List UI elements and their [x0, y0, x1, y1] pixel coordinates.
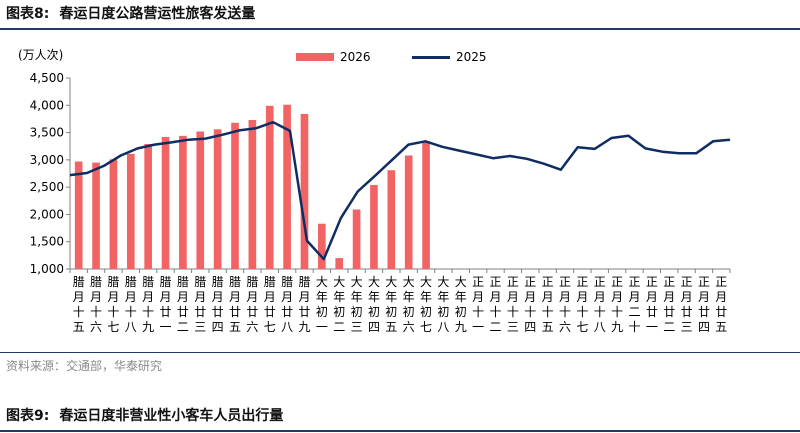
x-tick-label: 正月廿一: [646, 275, 658, 334]
x-tick-label: 正月十七: [576, 275, 588, 334]
legend-swatch-bar: [296, 53, 334, 61]
bar-2026: [248, 120, 257, 270]
x-tick-label: 腊月廿五: [229, 275, 241, 334]
x-tick-label: 正月十五: [542, 275, 554, 334]
x-tick-label: 大年初七: [420, 275, 432, 334]
bar-2026: [179, 135, 187, 269]
bar-2026: [92, 162, 100, 269]
bar-2026: [404, 155, 413, 269]
bar-2026: [370, 184, 378, 269]
x-tick-label: 腊月廿二: [177, 275, 189, 334]
x-tick-label: 正月廿二: [663, 275, 675, 334]
bar-2026: [161, 136, 170, 269]
x-tick-label: 腊月廿九: [298, 275, 310, 334]
bar-series-2026: [74, 104, 430, 270]
bar-2026: [283, 104, 291, 270]
bar-2026: [300, 114, 309, 269]
y-tick-label: 4,000: [30, 98, 64, 112]
x-tick-label: 腊月十九: [142, 275, 154, 334]
figure9-number: 图表9:: [6, 408, 50, 424]
bottom-rule: [0, 430, 800, 432]
bar-2026: [318, 223, 326, 269]
x-tick-label: 正月十二: [490, 275, 502, 334]
x-tick-label: 大年初九: [455, 275, 467, 334]
figure9-title: 图表9: 春运日度非营业性小客车人员出行量: [6, 404, 794, 428]
x-tick-label: 腊月廿三: [194, 275, 206, 334]
x-tick-label: 正月廿三: [681, 275, 693, 334]
x-tick-label: 腊月十五: [73, 275, 85, 334]
y-unit-label: (万人次): [18, 48, 64, 62]
bar-2026: [144, 144, 152, 269]
y-axis: 1,000 1,500 2,000 2,500 3,000 3,500 4,000 4,500: [30, 71, 731, 276]
legend-item-2025: 2025: [412, 50, 487, 64]
x-tick-label: 大年初一: [316, 275, 328, 334]
x-tick-label: 腊月廿七: [264, 275, 276, 334]
x-tick-label: 大年初五: [385, 275, 397, 334]
legend-item-2026: 2026: [296, 50, 371, 64]
y-tick-label: 2,000: [30, 207, 64, 221]
bar-2026: [422, 142, 430, 269]
x-tick-label: 腊月廿八: [281, 275, 293, 334]
y-tick-label: 4,500: [30, 71, 64, 85]
x-tick-label: 大年初八: [437, 275, 449, 334]
y-tick-label: 3,000: [30, 153, 64, 167]
y-tick-label: 1,000: [30, 262, 64, 276]
x-tick-label: 正月十三: [507, 275, 519, 334]
x-tick-label: 正月十六: [559, 275, 571, 334]
figure8-title-text: 春运日度公路营运性旅客发送量: [59, 6, 256, 22]
figure9-title-text: 春运日度非营业性小客车人员出行量: [59, 408, 284, 424]
x-tick-label: 大年初二: [333, 275, 345, 334]
x-tick-label: 正月十八: [594, 275, 606, 334]
top-rule: [0, 28, 800, 30]
x-tick-label: 腊月十六: [90, 275, 102, 334]
bar-2026: [265, 105, 274, 270]
bar-2026: [126, 153, 135, 269]
bar-2026: [231, 122, 239, 270]
legend-swatch-line: [412, 55, 450, 59]
legend-label-2026: 2026: [340, 50, 371, 64]
x-tick-label: 腊月十八: [125, 275, 137, 334]
bar-2026: [352, 209, 361, 269]
x-tick-label: 正月十一: [472, 275, 484, 334]
x-tick-label: 腊月十七: [107, 275, 119, 334]
x-tick-label: 腊月廿四: [212, 275, 224, 334]
x-tick-label: 大年初四: [368, 275, 380, 334]
bar-2026: [335, 258, 344, 269]
bar-2026: [196, 131, 205, 269]
x-tick-label: 正月二十: [628, 275, 640, 334]
line-series-2025: [69, 120, 731, 261]
x-tick-label: 大年初六: [403, 275, 415, 334]
bar-2026: [109, 159, 118, 269]
x-tick-label: 大年初三: [351, 275, 363, 334]
chart-svg: 1,000 1,500 2,000 2,500 3,000 3,500 4,000 4,500…: [30, 71, 731, 334]
bar-2026: [387, 170, 396, 269]
y-tick-label: 3,500: [30, 126, 64, 140]
source-rule: [0, 352, 800, 353]
x-tick-label: 正月廿四: [698, 275, 710, 334]
x-tick-label: 正月廿五: [715, 275, 727, 334]
x-tick-label: 腊月廿一: [160, 275, 172, 334]
x-tick-label: 正月十九: [611, 275, 623, 334]
figure8-number: 图表8:: [6, 6, 50, 22]
line-2025: [69, 120, 731, 261]
x-tick-label: 正月十四: [524, 275, 536, 334]
legend-label-2025: 2025: [456, 50, 487, 64]
x-axis: 腊月十五腊月十六腊月十七腊月十八腊月十九腊月廿一腊月廿二腊月廿三腊月廿四腊月廿五…: [73, 275, 728, 334]
bar-2026: [213, 129, 222, 269]
figure8-title: 图表8: 春运日度公路营运性旅客发送量: [6, 2, 794, 26]
source-note: 资料来源：交通部，华泰研究: [6, 359, 163, 373]
y-tick-label: 1,500: [30, 235, 64, 249]
y-tick-label: 2,500: [30, 180, 64, 194]
x-tick-label: 腊月廿六: [246, 275, 258, 334]
bar-2026: [74, 161, 83, 269]
